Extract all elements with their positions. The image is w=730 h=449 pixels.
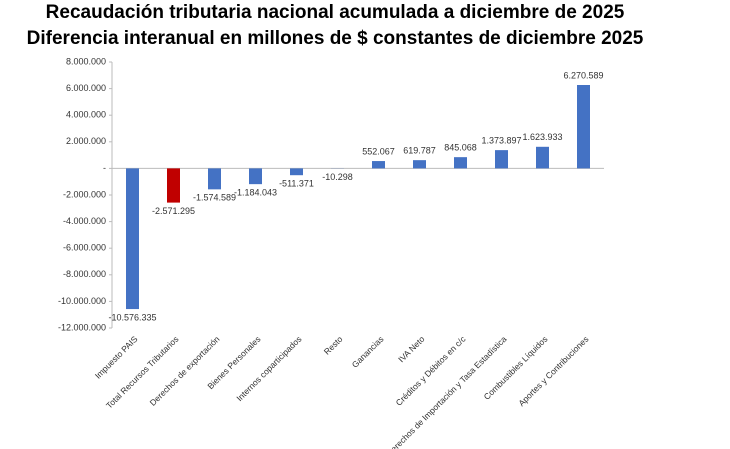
- chart-subtitle: Diferencia interanual en millones de $ c…: [27, 28, 644, 49]
- value-label: 1.623.933: [522, 132, 562, 142]
- y-tick-label: -8.000.000: [63, 269, 106, 279]
- y-tick-label: -4.000.000: [63, 216, 106, 226]
- value-label: -1.184.043: [234, 188, 277, 198]
- bar: [290, 168, 303, 176]
- x-tick-label: IVA Neto: [396, 334, 427, 365]
- bar: [208, 168, 221, 190]
- x-tick-label: Aportes y Contribuciones: [516, 334, 590, 408]
- value-label: 845.068: [444, 143, 477, 153]
- bar: [167, 168, 180, 203]
- x-tick-label: Total Recursos Tributarios: [104, 334, 181, 411]
- x-tick-label: Ganancias: [350, 334, 386, 370]
- value-label: 6.270.589: [563, 70, 603, 80]
- y-tick-label: 6.000.000: [66, 83, 106, 93]
- bar: [495, 150, 508, 169]
- x-tick-label: Resto: [322, 334, 345, 357]
- y-tick-label: -6.000.000: [63, 243, 106, 253]
- value-label: 552.067: [362, 146, 395, 156]
- x-tick-label: Derechos de exportación: [148, 334, 222, 408]
- y-tick-label: -10.000.000: [58, 296, 106, 306]
- value-label: -2.571.295: [152, 206, 195, 216]
- y-tick-label: -: [103, 163, 106, 173]
- bar: [577, 85, 590, 169]
- bar: [249, 168, 262, 185]
- chart-title: Recaudación tributaria nacional acumulad…: [46, 2, 625, 23]
- bar: [413, 160, 426, 169]
- value-label: 1.373.897: [481, 136, 521, 146]
- value-label: 619.787: [403, 146, 436, 156]
- bar: [372, 161, 385, 169]
- y-tick-label: 2.000.000: [66, 136, 106, 146]
- y-tick-label: 4.000.000: [66, 110, 106, 120]
- bar: [536, 146, 549, 169]
- value-label: -511.371: [279, 179, 314, 189]
- value-label: -1.574.589: [193, 193, 236, 203]
- x-tick-label: Créditos y Débitos en c/c: [394, 333, 468, 407]
- bar: [126, 168, 139, 310]
- y-tick-label: -2.000.000: [63, 189, 106, 199]
- y-tick-label: 8.000.000: [66, 56, 106, 66]
- y-tick-label: -12.000.000: [58, 322, 106, 332]
- value-label: -10.576.335: [108, 312, 156, 322]
- bar: [454, 157, 467, 169]
- value-label: -10.298: [322, 172, 353, 182]
